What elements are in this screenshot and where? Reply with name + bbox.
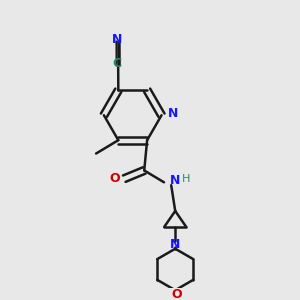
Text: H: H [182,174,190,184]
Text: C: C [113,57,122,70]
Text: O: O [171,288,182,300]
Text: N: N [168,107,178,120]
Text: N: N [170,238,180,251]
Text: N: N [170,173,181,187]
Text: N: N [112,32,122,46]
Text: O: O [109,172,120,185]
